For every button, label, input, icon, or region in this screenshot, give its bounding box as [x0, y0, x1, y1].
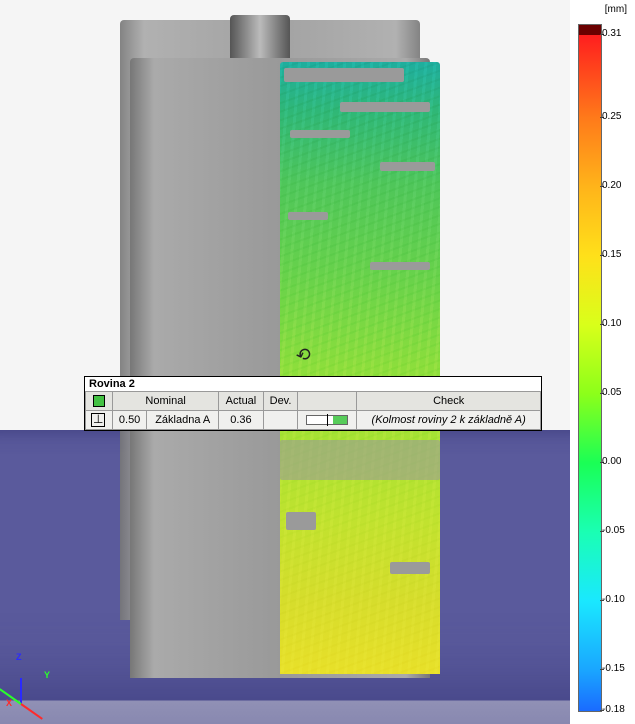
- legend-bar: [578, 24, 602, 712]
- legend-segment: [579, 256, 601, 325]
- color-legend[interactable]: [mm] 0.31 0.25 0.20 0.15 0.10 0.05 0.00 -0.05 -0…: [570, 0, 635, 724]
- col-nominal: Nominal: [113, 392, 219, 411]
- legend-tick-label: -0.05: [602, 525, 625, 536]
- cell-datum: Základna A: [147, 411, 219, 430]
- cell-check: (Kolmost roviny 2 k základně A): [357, 411, 541, 430]
- callout-table: Nominal Actual Dev. Check 0.50 Základna …: [85, 391, 541, 430]
- legend-tick-label: 0.00: [602, 456, 621, 467]
- viewport-3d[interactable]: ⟲ Rovina 2 Nominal Actual Dev. Check 0.5…: [0, 0, 570, 724]
- measured-part[interactable]: [80, 30, 440, 670]
- coordinate-triad[interactable]: Z Y X: [10, 658, 66, 714]
- callout-header-row: Nominal Actual Dev. Check: [86, 392, 541, 411]
- legend-segment: [579, 325, 601, 394]
- legend-segment: [579, 118, 601, 187]
- legend-tick-label: -0.18: [602, 704, 625, 715]
- legend-unit: [mm]: [605, 4, 627, 15]
- axis-x: [20, 703, 42, 720]
- legend-segment: [579, 532, 601, 601]
- callout-data-row[interactable]: 0.50 Základna A 0.36 (Kolmost roviny 2 k…: [86, 411, 541, 430]
- legend-tick-label: 0.25: [602, 111, 621, 122]
- axis-z-label: Z: [16, 652, 22, 662]
- legend-segment: [579, 35, 601, 118]
- col-check: Check: [357, 392, 541, 411]
- perpendicularity-icon: [91, 413, 105, 427]
- legend-segment: [579, 394, 601, 463]
- legend-tick-label: 0.20: [602, 180, 621, 191]
- col-actual: Actual: [219, 392, 264, 411]
- legend-tick-label: -0.15: [602, 663, 625, 674]
- legend-segment: [579, 670, 601, 711]
- legend-tick-label: 0.05: [602, 387, 621, 398]
- status-ok-icon: [93, 395, 105, 407]
- axis-x-label: X: [6, 698, 12, 708]
- tolerance-bar-icon: [306, 415, 348, 425]
- deviation-colormap-surface[interactable]: [280, 62, 440, 674]
- colormap-gray-patches: [280, 62, 440, 674]
- cell-nominal: 0.50: [113, 411, 147, 430]
- axis-y-label: Y: [44, 670, 50, 680]
- col-bar: [298, 392, 357, 411]
- legend-tick-label: 0.10: [602, 318, 621, 329]
- cell-dev: [263, 411, 298, 430]
- inspection-callout[interactable]: Rovina 2 Nominal Actual Dev. Check 0.50 …: [84, 376, 542, 431]
- legend-segment: [579, 187, 601, 256]
- legend-tick-label: -0.10: [602, 594, 625, 605]
- legend-segment: [579, 463, 601, 532]
- col-dev: Dev.: [263, 392, 298, 411]
- axis-z: [20, 678, 22, 704]
- callout-title: Rovina 2: [85, 377, 541, 391]
- legend-tick-label: 0.15: [602, 249, 621, 260]
- legend-over-range: [579, 25, 601, 35]
- legend-segment: [579, 601, 601, 670]
- legend-tick-label: 0.31: [602, 28, 621, 39]
- cell-actual: 0.36: [219, 411, 264, 430]
